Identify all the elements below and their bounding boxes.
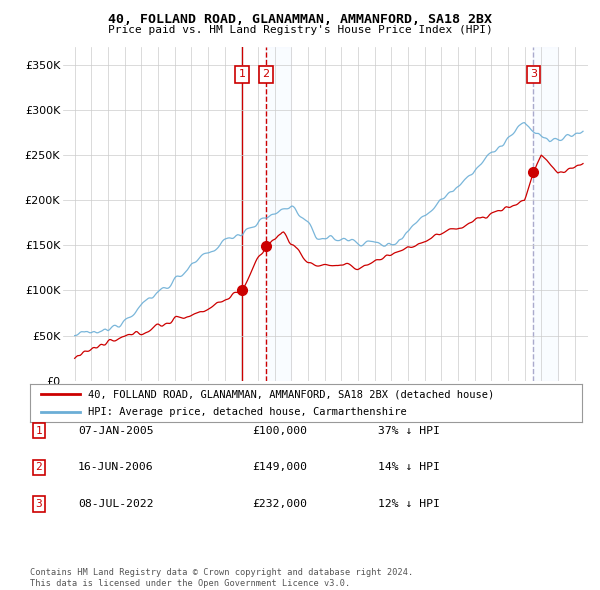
Text: Price paid vs. HM Land Registry's House Price Index (HPI): Price paid vs. HM Land Registry's House … <box>107 25 493 35</box>
Bar <box>265 47 290 381</box>
Text: HPI: Average price, detached house, Carmarthenshire: HPI: Average price, detached house, Carm… <box>88 407 407 417</box>
Text: Contains HM Land Registry data © Crown copyright and database right 2024.: Contains HM Land Registry data © Crown c… <box>30 568 413 576</box>
Text: 14% ↓ HPI: 14% ↓ HPI <box>378 463 440 472</box>
Text: 08-JUL-2022: 08-JUL-2022 <box>78 499 154 509</box>
Text: 16-JUN-2006: 16-JUN-2006 <box>78 463 154 472</box>
Text: £149,000: £149,000 <box>252 463 307 472</box>
Text: 40, FOLLAND ROAD, GLANAMMAN, AMMANFORD, SA18 2BX: 40, FOLLAND ROAD, GLANAMMAN, AMMANFORD, … <box>108 13 492 26</box>
Text: £100,000: £100,000 <box>252 426 307 435</box>
Text: 1: 1 <box>238 69 245 79</box>
Text: 37% ↓ HPI: 37% ↓ HPI <box>378 426 440 435</box>
Text: 12% ↓ HPI: 12% ↓ HPI <box>378 499 440 509</box>
Text: 40, FOLLAND ROAD, GLANAMMAN, AMMANFORD, SA18 2BX (detached house): 40, FOLLAND ROAD, GLANAMMAN, AMMANFORD, … <box>88 389 494 399</box>
Text: This data is licensed under the Open Government Licence v3.0.: This data is licensed under the Open Gov… <box>30 579 350 588</box>
Text: £232,000: £232,000 <box>252 499 307 509</box>
Text: 1: 1 <box>35 426 43 435</box>
Text: 2: 2 <box>35 463 43 472</box>
Text: 3: 3 <box>35 499 43 509</box>
Text: 07-JAN-2005: 07-JAN-2005 <box>78 426 154 435</box>
Text: 2: 2 <box>262 69 269 79</box>
Text: 3: 3 <box>530 69 537 79</box>
Bar <box>533 47 559 381</box>
